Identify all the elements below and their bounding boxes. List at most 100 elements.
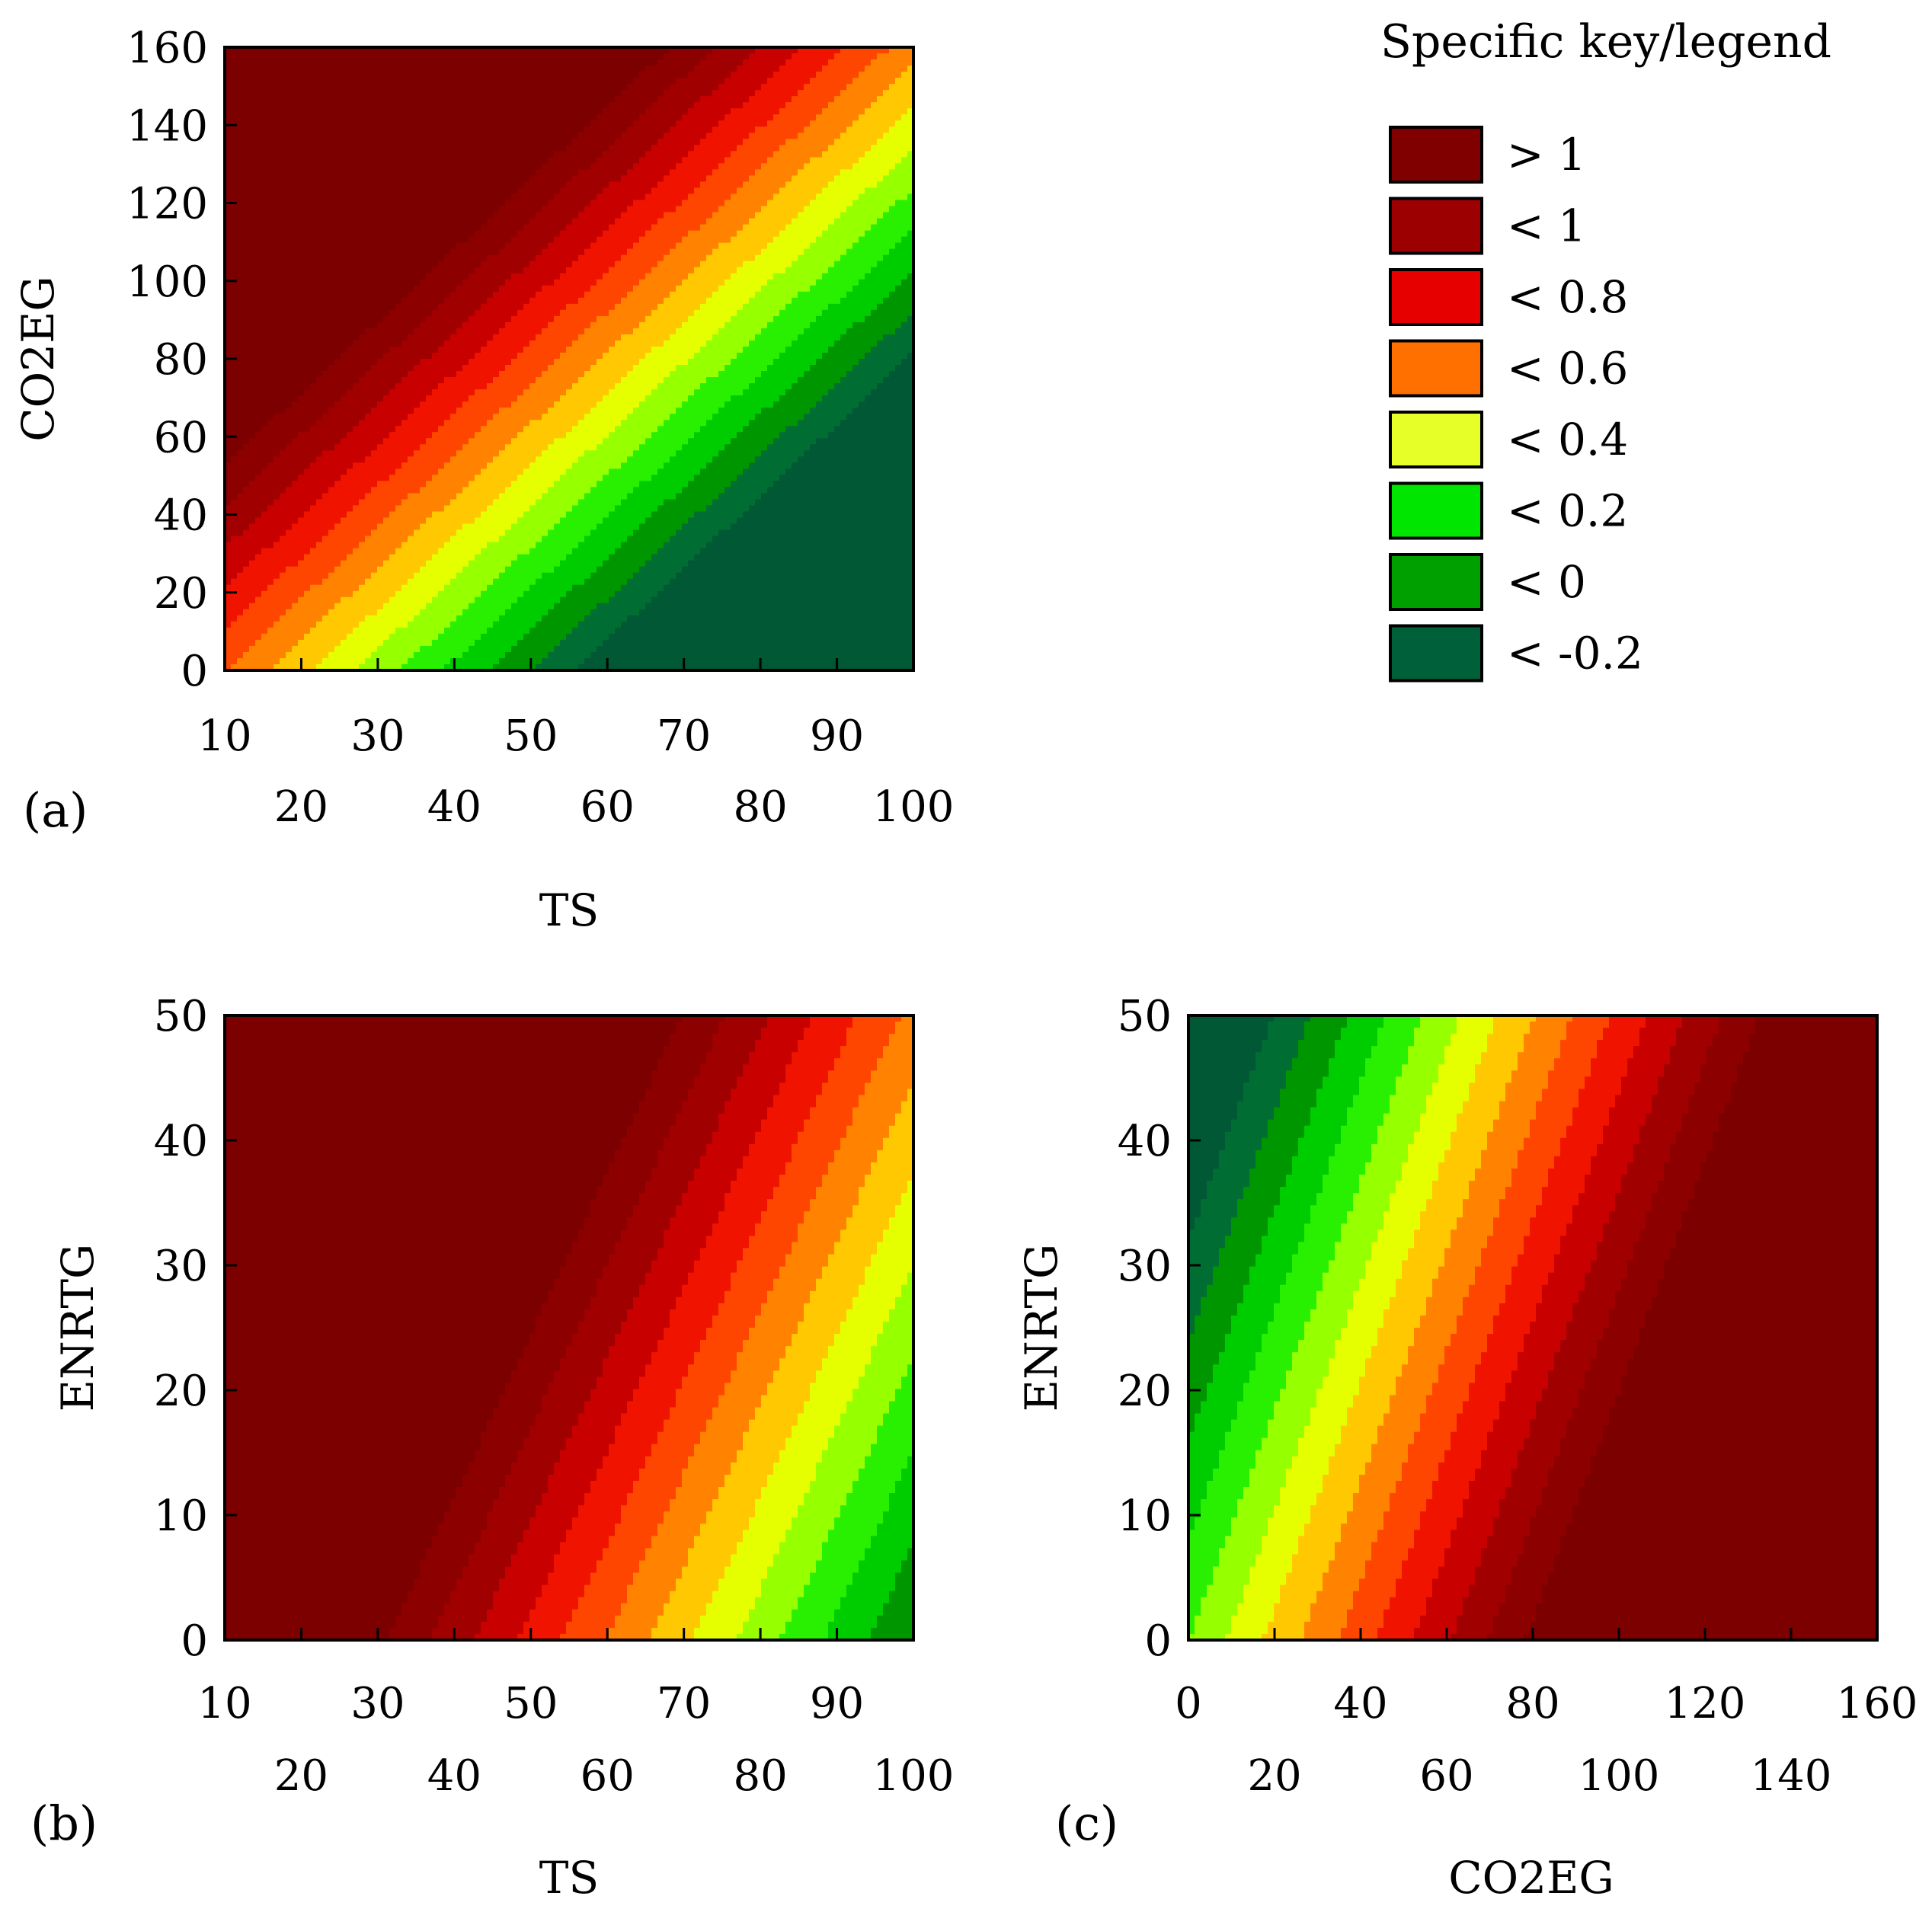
contour-cell [511, 279, 518, 286]
contour-cell [475, 560, 481, 568]
contour-cell [347, 536, 353, 543]
contour-cell [511, 408, 518, 414]
contour-cell [243, 212, 250, 219]
contour-cell [377, 408, 384, 414]
contour-cell [469, 169, 475, 177]
contour-cell [225, 633, 232, 641]
contour-cell [237, 475, 244, 481]
contour-cell [444, 663, 451, 670]
contour-cell [444, 90, 451, 97]
contour-cell [255, 572, 262, 580]
contour-cell [286, 444, 293, 451]
contour-cell [395, 133, 402, 139]
contour-cell [456, 554, 463, 561]
contour-cell [444, 242, 451, 250]
contour-cell [322, 78, 329, 85]
contour-cell [456, 114, 463, 121]
contour-cell [456, 315, 463, 323]
contour-cell [487, 145, 494, 152]
contour-cell [286, 108, 293, 115]
contour-cell [395, 536, 402, 543]
contour-cell [255, 426, 262, 433]
contour-cell [481, 279, 488, 286]
contour-cell [383, 297, 390, 305]
contour-cell [280, 303, 286, 311]
contour-cell [426, 53, 433, 60]
contour-cell [432, 315, 439, 323]
contour-cell [395, 462, 402, 469]
contour-cell [280, 578, 286, 586]
contour-cell [328, 53, 335, 60]
contour-cell [487, 645, 494, 653]
contour-cell [493, 84, 500, 91]
contour-cell [286, 389, 293, 396]
contour-cell [231, 114, 238, 121]
contour-cell [249, 548, 256, 555]
contour-cell [481, 328, 488, 335]
contour-cell [383, 157, 390, 164]
contour-cell [493, 408, 500, 414]
contour-cell [395, 432, 402, 439]
contour-cell [511, 426, 518, 433]
contour-cell [450, 584, 457, 592]
contour-cell [469, 187, 475, 195]
contour-cell [475, 291, 481, 299]
contour-cell [371, 157, 378, 164]
contour-cell [353, 321, 360, 329]
contour-cell [401, 267, 408, 274]
contour-cell [499, 389, 506, 396]
contour-cell [273, 346, 280, 353]
contour-cell [255, 578, 262, 586]
contour-cell [328, 248, 335, 256]
contour-cell [505, 102, 512, 109]
contour-cell [261, 224, 268, 232]
contour-cell [426, 444, 433, 451]
contour-cell [383, 377, 390, 384]
contour-cell [225, 621, 232, 628]
contour-cell [304, 47, 311, 54]
contour-cell [505, 499, 512, 507]
contour-cell [334, 401, 341, 408]
contour-cell [383, 261, 390, 268]
contour-cell [493, 66, 500, 72]
contour-cell [359, 78, 366, 85]
contour-cell [383, 414, 390, 420]
contour-cell [261, 352, 268, 360]
contour-cell [237, 481, 244, 488]
contour-cell [304, 139, 311, 145]
contour-cell [511, 432, 518, 439]
contour-cell [316, 651, 323, 659]
contour-cell [347, 151, 353, 158]
contour-cell [292, 401, 299, 408]
contour-cell [395, 511, 402, 519]
contour-cell [450, 395, 457, 402]
contour-cell [462, 395, 469, 402]
contour-cell [511, 315, 518, 323]
contour-cell [280, 548, 286, 555]
contour-cell [255, 529, 262, 537]
contour-cell [347, 90, 353, 97]
contour-cell [286, 456, 293, 463]
contour-cell [328, 114, 335, 121]
contour-cell [426, 487, 433, 494]
contour-cell [316, 297, 323, 305]
contour-cell [225, 444, 232, 451]
contour-cell [267, 663, 274, 670]
contour-cell [377, 462, 384, 469]
contour-cell [249, 371, 256, 378]
contour-cell [487, 328, 494, 335]
contour-cell [438, 566, 445, 574]
contour-cell [359, 542, 366, 549]
contour-cell [249, 432, 256, 439]
contour-cell [322, 450, 329, 457]
contour-cell [438, 596, 445, 604]
contour-cell [273, 303, 280, 311]
contour-cell [389, 309, 396, 317]
contour-cell [310, 309, 317, 317]
contour-cell [322, 321, 329, 329]
contour-cell [493, 126, 500, 133]
contour-cell [243, 560, 250, 568]
contour-cell [316, 596, 323, 604]
contour-cell [231, 139, 238, 145]
contour-cell [353, 462, 360, 469]
